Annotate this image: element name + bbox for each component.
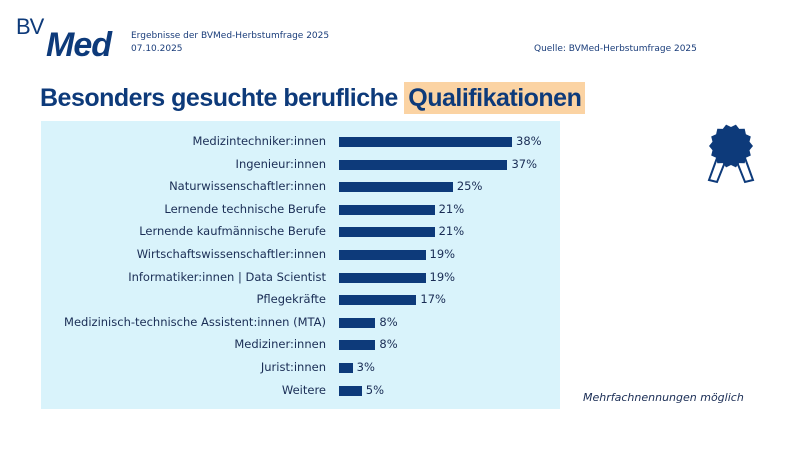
category-label: Informatiker:innen | Data Scientist <box>128 269 326 284</box>
title-highlight: Qualifikationen <box>404 82 586 114</box>
value-label: 38% <box>516 134 542 148</box>
chart-row: Weitere 5% <box>0 380 760 402</box>
chart-row: Jurist:innen 3% <box>0 357 760 379</box>
category-label: Jurist:innen <box>260 360 326 374</box>
chart-row: Mediziner:innen 8% <box>0 334 760 356</box>
bar <box>339 340 376 351</box>
chart-row: Medizintechniker:innen 38% <box>0 131 760 153</box>
category-label: Naturwissenschaftler:innen <box>169 179 326 194</box>
chart-row: Naturwissenschaftler:innen 25% <box>0 176 760 198</box>
chart-row: Wirtschaftswissenschaftler:innen 19% <box>0 244 760 266</box>
category-label: Ingenieur:innen <box>235 156 326 171</box>
category-label: Wirtschaftswissenschaftler:innen <box>136 247 326 261</box>
title-main: Besonders gesuchte berufliche <box>40 84 405 112</box>
bar <box>339 159 508 170</box>
bar <box>339 250 426 260</box>
chart-row: Lernende technische Berufe 21% <box>0 199 760 221</box>
value-label: 21% <box>438 201 465 216</box>
category-label: Medizinisch-technische Assistent:innen (… <box>64 314 326 329</box>
award-rosette-icon <box>707 124 755 184</box>
logo-bv: BV <box>16 14 44 39</box>
category-label: Lernende technische Berufe <box>164 201 326 216</box>
bar <box>339 227 435 238</box>
value-label: 25% <box>456 179 483 194</box>
bar <box>339 272 426 283</box>
header-meta: Ergebnisse der BVMed-Herbstumfrage 2025 0… <box>131 30 329 56</box>
bar <box>339 182 453 193</box>
category-label: Weitere <box>281 382 326 397</box>
note: Mehrfachnennungen möglich <box>583 391 744 404</box>
bar <box>339 385 362 396</box>
chart-row: Lernende kaufmännische Berufe 21% <box>0 221 760 243</box>
bar <box>339 317 376 328</box>
value-label: 19% <box>429 269 456 284</box>
category-label: Medizintechniker:innen <box>192 134 326 148</box>
value-label: 37% <box>511 156 537 171</box>
bar <box>339 137 512 147</box>
value-label: 8% <box>379 337 398 352</box>
value-label: 21% <box>438 224 465 239</box>
chart-row: Ingenieur:innen 37% <box>0 154 760 176</box>
category-label: Mediziner:innen <box>234 337 326 352</box>
subtitle: Ergebnisse der BVMed-Herbstumfrage 2025 <box>131 31 330 41</box>
category-label: Pflegekräfte <box>256 292 327 307</box>
bar <box>339 363 353 373</box>
value-label: 8% <box>379 314 398 329</box>
chart-row: Informatiker:innen | Data Scientist 19% <box>0 267 760 289</box>
chart-row: Pflegekräfte 17% <box>0 289 760 311</box>
value-label: 19% <box>429 247 456 261</box>
bar <box>339 295 417 306</box>
page-title: Besonders gesuchte berufliche Qualifikat… <box>40 82 586 114</box>
chart-row: Medizinisch-technische Assistent:innen (… <box>0 312 760 334</box>
logo-med: Med <box>46 26 112 64</box>
date: 07.10.2025 <box>131 44 183 54</box>
value-label: 5% <box>365 382 384 397</box>
value-label: 17% <box>420 292 446 307</box>
category-label: Lernende kaufmännische Berufe <box>139 224 326 239</box>
bar <box>339 204 435 215</box>
value-label: 3% <box>356 360 375 374</box>
source: Quelle: BVMed-Herbstumfrage 2025 <box>534 44 697 54</box>
